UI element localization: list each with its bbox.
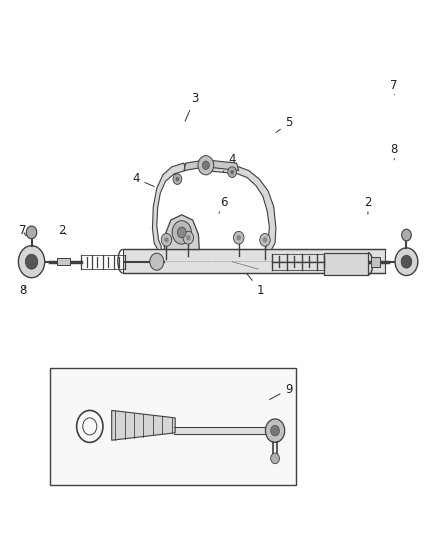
Circle shape <box>173 174 182 184</box>
Bar <box>371 257 380 266</box>
Bar <box>174 427 269 434</box>
Text: 8: 8 <box>19 284 26 297</box>
Polygon shape <box>205 163 276 249</box>
Circle shape <box>161 233 172 246</box>
Text: 7: 7 <box>19 224 27 237</box>
Text: 2: 2 <box>58 224 66 237</box>
Circle shape <box>263 237 267 243</box>
Text: 9: 9 <box>270 383 293 400</box>
Bar <box>50 368 296 485</box>
Polygon shape <box>112 410 175 440</box>
Text: 8: 8 <box>391 143 398 160</box>
Circle shape <box>26 226 37 239</box>
Text: 1: 1 <box>247 274 265 297</box>
Text: 2: 2 <box>364 196 372 214</box>
Circle shape <box>177 227 186 238</box>
Circle shape <box>202 161 209 169</box>
Circle shape <box>395 248 418 276</box>
Text: 7: 7 <box>390 79 398 95</box>
Circle shape <box>183 231 194 244</box>
Text: 6: 6 <box>219 196 227 213</box>
Text: 4: 4 <box>223 154 236 172</box>
Bar <box>57 258 70 265</box>
Circle shape <box>176 177 179 181</box>
Circle shape <box>233 231 244 244</box>
Circle shape <box>164 237 169 243</box>
Circle shape <box>265 419 285 442</box>
Polygon shape <box>152 163 186 249</box>
Circle shape <box>402 229 411 241</box>
Bar <box>324 253 368 275</box>
Circle shape <box>25 254 38 269</box>
Circle shape <box>172 221 191 244</box>
Circle shape <box>230 170 234 174</box>
Circle shape <box>271 425 279 436</box>
Circle shape <box>150 253 164 270</box>
Circle shape <box>228 167 237 177</box>
Circle shape <box>260 233 270 246</box>
Circle shape <box>401 255 412 268</box>
Polygon shape <box>164 215 199 249</box>
Bar <box>123 249 385 273</box>
Circle shape <box>237 235 241 240</box>
Text: 3: 3 <box>185 92 198 121</box>
Circle shape <box>186 235 191 240</box>
Polygon shape <box>184 160 239 171</box>
Circle shape <box>18 246 45 278</box>
Text: 5: 5 <box>276 116 293 133</box>
Text: 4: 4 <box>132 172 154 187</box>
Circle shape <box>198 156 214 175</box>
Circle shape <box>271 453 279 464</box>
